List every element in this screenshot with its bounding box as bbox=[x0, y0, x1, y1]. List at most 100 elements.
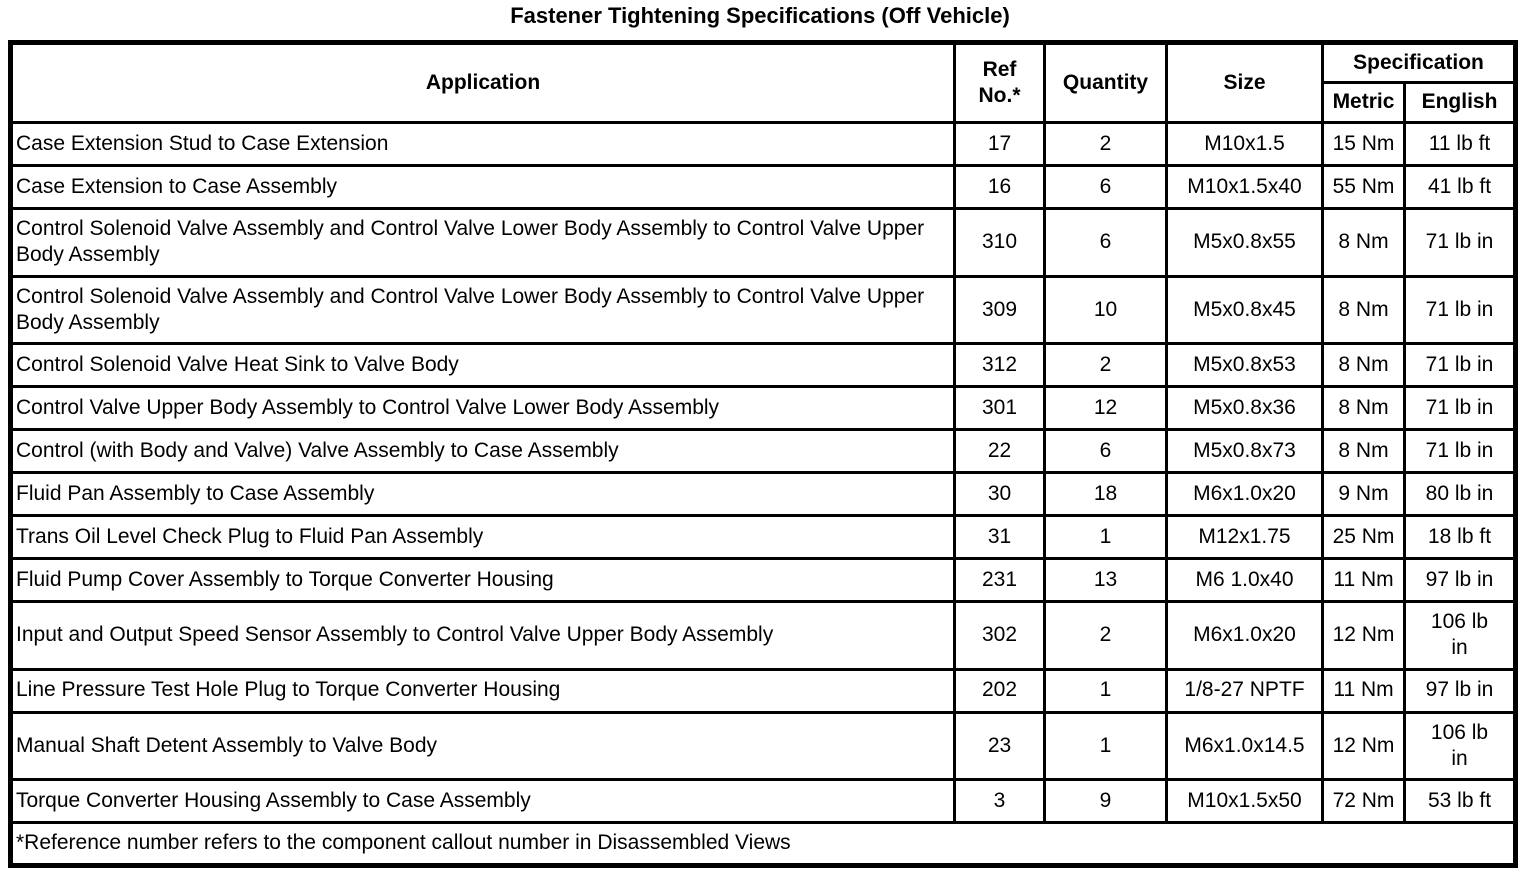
cell-metric: 11 Nm bbox=[1321, 557, 1406, 603]
cell-quantity: 9 bbox=[1043, 778, 1168, 824]
cell-english: 71 lb in bbox=[1402, 385, 1518, 431]
page-title: Fastener Tightening Specifications (Off … bbox=[510, 3, 1010, 28]
cell-metric: 12 Nm bbox=[1321, 600, 1406, 671]
cell-english: 80 lb in bbox=[1402, 471, 1518, 517]
cell-application: Manual Shaft Detent Assembly to Valve Bo… bbox=[9, 710, 956, 781]
cell-metric: 12 Nm bbox=[1321, 710, 1406, 781]
table-row: Fluid Pump Cover Assembly to Torque Conv… bbox=[9, 557, 1518, 603]
cell-size: M10x1.5x40 bbox=[1165, 164, 1324, 210]
table-footer: *Reference number refers to the componen… bbox=[8, 821, 1518, 867]
cell-size: M10x1.5x50 bbox=[1165, 778, 1324, 824]
cell-application: Fluid Pan Assembly to Case Assembly bbox=[9, 471, 956, 517]
cell-application: Case Extension Stud to Case Extension bbox=[9, 121, 956, 167]
cell-size: M6 1.0x40 bbox=[1165, 557, 1324, 603]
cell-metric: 15 Nm bbox=[1321, 121, 1406, 167]
cell-metric: 11 Nm bbox=[1321, 667, 1406, 714]
cell-ref-no: 309 bbox=[953, 274, 1046, 345]
cell-metric: 8 Nm bbox=[1321, 207, 1406, 278]
table-row: Control (with Body and Valve) Valve Asse… bbox=[9, 428, 1518, 474]
cell-application: Torque Converter Housing Assembly to Cas… bbox=[9, 778, 956, 824]
spec-table-body: Case Extension Stud to Case Extension 17 2… bbox=[9, 121, 1518, 824]
cell-metric: 9 Nm bbox=[1321, 471, 1406, 517]
table-header: Application Ref No.* Quantity Size Speci… bbox=[9, 41, 1518, 124]
cell-ref-no: 302 bbox=[953, 600, 1046, 671]
cell-size: M6x1.0x14.5 bbox=[1165, 710, 1324, 781]
cell-english: 11 lb ft bbox=[1402, 121, 1518, 167]
cell-ref-no: 30 bbox=[953, 471, 1046, 517]
cell-quantity: 1 bbox=[1043, 710, 1168, 781]
cell-quantity: 6 bbox=[1043, 164, 1168, 210]
cell-size: M5x0.8x73 bbox=[1165, 428, 1324, 474]
cell-english: 97 lb in bbox=[1402, 667, 1518, 714]
cell-quantity: 10 bbox=[1043, 274, 1168, 345]
cell-english: 18 lb ft bbox=[1402, 514, 1518, 560]
cell-size: M6x1.0x20 bbox=[1165, 471, 1324, 517]
column-header-ref-no: Ref No.* bbox=[953, 41, 1046, 124]
header-row-top: Application Ref No.* Quantity Size Speci… bbox=[9, 41, 1518, 124]
cell-ref-no: 301 bbox=[953, 385, 1046, 431]
table-row: Control Solenoid Valve Assembly and Cont… bbox=[9, 207, 1518, 278]
cell-ref-no: 3 bbox=[953, 778, 1046, 824]
cell-quantity: 1 bbox=[1043, 667, 1168, 714]
cell-quantity: 2 bbox=[1043, 342, 1168, 388]
cell-application: Control (with Body and Valve) Valve Asse… bbox=[9, 428, 956, 474]
cell-metric: 55 Nm bbox=[1321, 164, 1406, 210]
column-header-application: Application bbox=[9, 41, 956, 124]
cell-size: M10x1.5 bbox=[1165, 121, 1324, 167]
cell-application: Control Solenoid Valve Heat Sink to Valv… bbox=[9, 342, 956, 388]
cell-ref-no: 310 bbox=[953, 207, 1046, 278]
cell-quantity: 1 bbox=[1043, 514, 1168, 560]
table-row: Control Solenoid Valve Assembly and Cont… bbox=[9, 274, 1518, 345]
cell-quantity: 6 bbox=[1043, 428, 1168, 474]
column-header-quantity: Quantity bbox=[1043, 41, 1168, 124]
cell-application: Fluid Pump Cover Assembly to Torque Conv… bbox=[9, 557, 956, 603]
cell-metric: 8 Nm bbox=[1321, 342, 1406, 388]
cell-metric: 8 Nm bbox=[1321, 428, 1406, 474]
cell-english: 71 lb in bbox=[1402, 342, 1518, 388]
cell-size: M5x0.8x53 bbox=[1165, 342, 1324, 388]
cell-ref-no: 16 bbox=[953, 164, 1046, 210]
cell-quantity: 2 bbox=[1043, 121, 1168, 167]
cell-ref-no: 31 bbox=[953, 514, 1046, 560]
table-row: Control Valve Upper Body Assembly to Con… bbox=[9, 385, 1518, 431]
column-header-specification: Specification bbox=[1320, 41, 1518, 84]
cell-english: 53 lb ft bbox=[1402, 778, 1518, 824]
reference-footnote: *Reference number refers to the componen… bbox=[8, 821, 1518, 867]
cell-ref-no: 17 bbox=[953, 121, 1046, 167]
cell-quantity: 6 bbox=[1043, 207, 1168, 278]
cell-ref-no: 312 bbox=[953, 342, 1046, 388]
column-header-size: Size bbox=[1165, 41, 1324, 124]
cell-ref-no: 202 bbox=[953, 667, 1046, 714]
cell-metric: 25 Nm bbox=[1321, 514, 1406, 560]
cell-quantity: 2 bbox=[1043, 600, 1168, 671]
cell-size: 1/8-27 NPTF bbox=[1165, 667, 1324, 714]
cell-size: M5x0.8x45 bbox=[1165, 274, 1324, 345]
cell-application: Control Solenoid Valve Assembly and Cont… bbox=[9, 207, 956, 278]
column-header-english: English bbox=[1402, 81, 1518, 124]
cell-ref-no: 23 bbox=[953, 710, 1046, 781]
cell-ref-no: 231 bbox=[953, 557, 1046, 603]
cell-application: Trans Oil Level Check Plug to Fluid Pan … bbox=[9, 514, 956, 560]
header-row-bottom: Metric English bbox=[11, 81, 1518, 124]
fastener-spec-table: Application Ref No.* Quantity Size Speci… bbox=[8, 40, 1519, 868]
table-row: Manual Shaft Detent Assembly to Valve Bo… bbox=[9, 710, 1518, 781]
table-row: Input and Output Speed Sensor Assembly t… bbox=[9, 600, 1518, 671]
cell-application: Control Solenoid Valve Assembly and Cont… bbox=[9, 274, 956, 345]
table-row: Case Extension Stud to Case Extension 17 2… bbox=[9, 121, 1518, 167]
cell-application: Control Valve Upper Body Assembly to Con… bbox=[9, 385, 956, 431]
cell-metric: 72 Nm bbox=[1321, 778, 1406, 824]
table-row: Control Solenoid Valve Heat Sink to Valv… bbox=[9, 342, 1518, 388]
cell-english: 71 lb in bbox=[1402, 274, 1518, 345]
cell-english: 106 lb in bbox=[1402, 600, 1518, 671]
cell-english: 71 lb in bbox=[1402, 207, 1518, 278]
cell-english: 71 lb in bbox=[1402, 428, 1518, 474]
cell-application: Case Extension to Case Assembly bbox=[9, 164, 956, 210]
cell-size: M6x1.0x20 bbox=[1165, 600, 1324, 671]
cell-metric: 8 Nm bbox=[1321, 274, 1406, 345]
cell-application: Line Pressure Test Hole Plug to Torque C… bbox=[9, 667, 956, 714]
cell-english: 97 lb in bbox=[1402, 557, 1518, 603]
footnote-row: *Reference number refers to the componen… bbox=[8, 821, 1518, 867]
cell-application: Input and Output Speed Sensor Assembly t… bbox=[9, 600, 956, 671]
cell-english: 106 lb in bbox=[1402, 710, 1518, 781]
